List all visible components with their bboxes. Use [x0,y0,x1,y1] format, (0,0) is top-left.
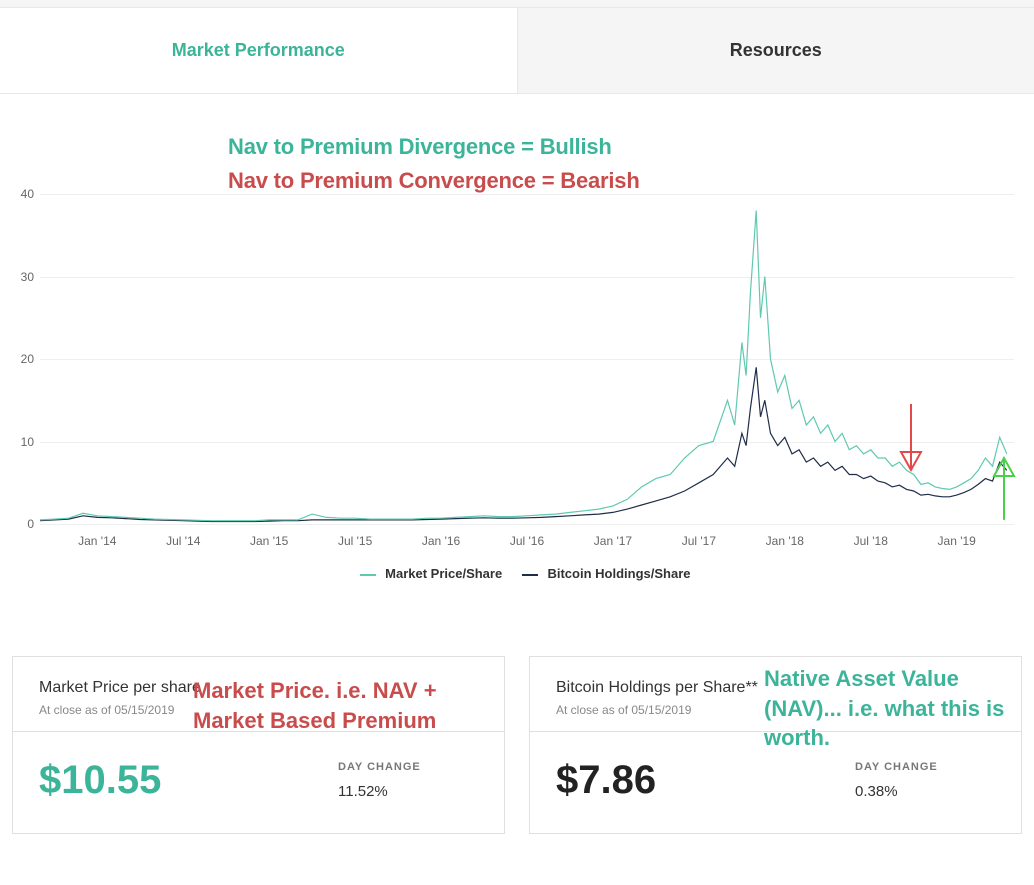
x-tick: Jan '17 [594,534,632,548]
day-change-value: 0.38% [855,783,995,800]
card-holdings-value: $7.86 [556,758,855,803]
legend-label-market-price: Market Price/Share [385,566,502,581]
top-bar [0,0,1034,8]
legend-swatch-market-price [360,574,376,576]
annotation-market-price-note: Market Price. i.e. NAV + Market Based Pr… [193,676,513,735]
x-tick: Jan '16 [422,534,460,548]
chart-container: Nav to Premium Divergence = Bullish Nav … [0,94,1034,604]
x-tick: Jul '14 [166,534,200,548]
tab-resources[interactable]: Resources [517,8,1034,93]
chart-plot-area [40,194,1014,524]
day-change-label: DAY CHANGE [338,761,478,773]
x-tick: Jul '15 [338,534,372,548]
card-market-price-value: $10.55 [39,758,338,803]
x-tick: Jan '18 [766,534,804,548]
legend-label-holdings: Bitcoin Holdings/Share [547,566,690,581]
series-market_price [40,211,1007,521]
legend-swatch-holdings [522,574,538,576]
x-tick: Jul '18 [854,534,888,548]
y-tick: 20 [21,352,34,366]
tab-bar: Market Performance Resources [0,8,1034,94]
card-holdings-change: DAY CHANGE 0.38% [855,761,995,800]
x-tick: Jan '15 [250,534,288,548]
x-tick: Jul '17 [682,534,716,548]
chart-legend: Market Price/Share Bitcoin Holdings/Shar… [0,566,1034,581]
annotation-nav-note: Native Asset Value (NAV)... i.e. what th… [764,664,1024,753]
x-tick: Jul '16 [510,534,544,548]
y-tick: 30 [21,270,34,284]
day-change-value: 11.52% [338,783,478,800]
card-market-price-change: DAY CHANGE 11.52% [338,761,478,800]
y-tick: 10 [21,435,34,449]
y-tick: 0 [27,517,34,531]
y-tick: 40 [21,187,34,201]
x-axis: Jan '14 Jul '14 Jan '15 Jul '15 Jan '16 Jul '… [40,534,1014,554]
annotation-bearish: Nav to Premium Convergence = Bearish [228,168,640,194]
y-axis: 010203040 [0,194,40,524]
card-market-price-body: $10.55 DAY CHANGE 11.52% [13,732,504,833]
tab-market-performance[interactable]: Market Performance [0,8,517,93]
x-tick: Jan '19 [938,534,976,548]
series-holdings [40,367,1007,521]
day-change-label: DAY CHANGE [855,761,995,773]
annotation-bullish: Nav to Premium Divergence = Bullish [228,134,612,160]
x-tick: Jan '14 [78,534,116,548]
chart-svg [40,194,1014,524]
